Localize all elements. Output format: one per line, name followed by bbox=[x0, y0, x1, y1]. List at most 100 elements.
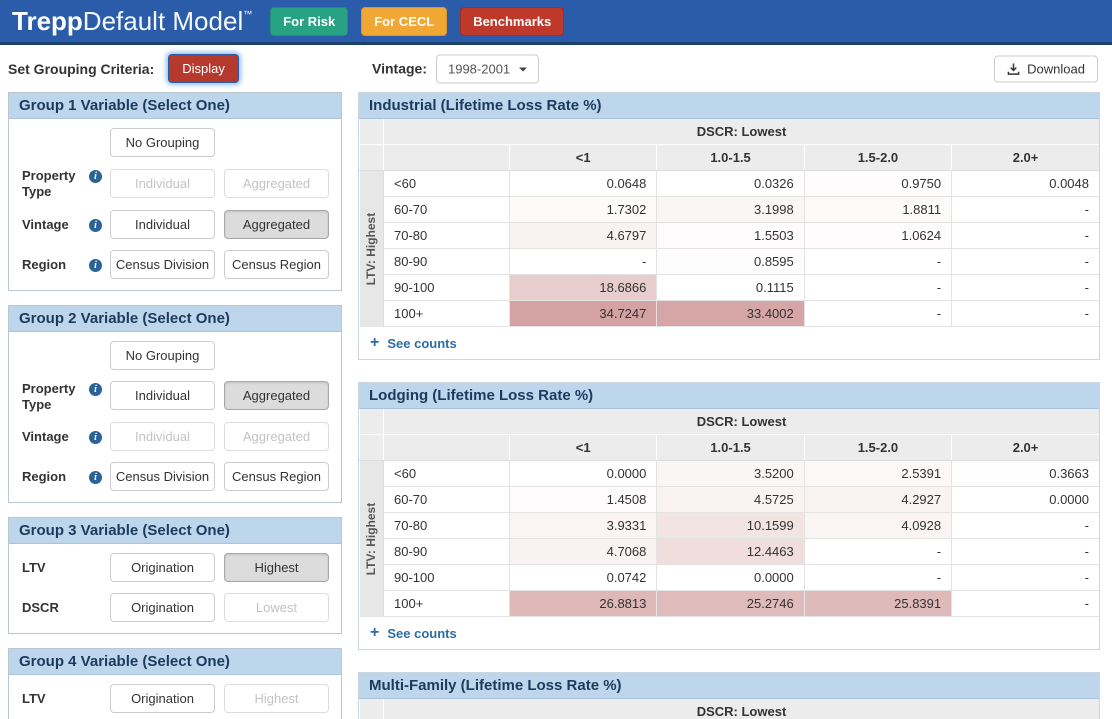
option-button-slot: No Grouping bbox=[110, 340, 215, 372]
aggregated-button: Aggregated bbox=[224, 422, 329, 451]
group-row-property-type: Property Type i Individual Aggregated bbox=[22, 168, 333, 201]
table-title: Lodging (Lifetime Loss Rate %) bbox=[359, 383, 1099, 409]
nav-button-for-cecl[interactable]: For CECL bbox=[361, 6, 448, 36]
group-row-dscr: DSCR Origination Lowest bbox=[22, 593, 333, 624]
ltv-bucket-label: <60 bbox=[383, 170, 510, 197]
origination-button[interactable]: Origination bbox=[110, 593, 215, 622]
group-panel-body: No Grouping Property Type i Individual Aggre… bbox=[9, 119, 341, 290]
row-label-header-cell bbox=[383, 144, 510, 171]
option-button-slot: Highest bbox=[224, 553, 329, 584]
dscr-column-header: <1 bbox=[508, 434, 657, 461]
group-row-label: Region i bbox=[22, 469, 110, 485]
see-counts-link[interactable]: + See counts bbox=[359, 327, 468, 359]
loss-rate-cell: - bbox=[951, 590, 1099, 617]
group-panel-title: Group 2 Variable (Select One) bbox=[9, 305, 341, 332]
loss-rate-cell: 1.0624 bbox=[804, 222, 953, 249]
table-row: 70-80 3.9331 10.1599 4.0928- bbox=[360, 512, 1099, 539]
loss-rate-cell: 34.7247 bbox=[509, 300, 658, 327]
group-row-ltv: LTV Origination Highest bbox=[22, 553, 333, 584]
download-button[interactable]: Download bbox=[994, 55, 1098, 82]
info-icon[interactable]: i bbox=[89, 170, 102, 183]
group-row-label-text: LTV bbox=[22, 691, 46, 707]
corner-cell bbox=[359, 119, 384, 145]
group-row-label-text: LTV bbox=[22, 560, 46, 576]
ltv-bucket-label: <60 bbox=[383, 460, 510, 487]
census-region-button[interactable]: Census Region bbox=[224, 462, 329, 491]
origination-button[interactable]: Origination bbox=[110, 684, 215, 713]
nav-button-for-risk[interactable]: For Risk bbox=[270, 6, 349, 36]
census-division-button[interactable]: Census Division bbox=[110, 462, 215, 491]
aggregated-button[interactable]: Aggregated bbox=[224, 381, 329, 411]
toolbar: Set Grouping Criteria: Display Vintage: … bbox=[0, 45, 1112, 92]
group-row-label: DSCR bbox=[22, 600, 110, 616]
group-row-vintage: Vintage i Individual Aggregated bbox=[22, 209, 333, 241]
no-grouping-button[interactable]: No Grouping bbox=[110, 340, 215, 370]
display-button[interactable]: Display bbox=[168, 54, 239, 83]
group-row: No Grouping bbox=[22, 128, 333, 159]
option-button-slot: Individual bbox=[110, 209, 215, 241]
info-icon[interactable]: i bbox=[89, 431, 102, 445]
corner-cell bbox=[359, 144, 384, 171]
group-row-label-text: Vintage bbox=[22, 216, 69, 232]
ltv-bucket-label: 90-100 bbox=[383, 274, 510, 301]
column-header-row: <1 1.0-1.5 1.5-2.0 2.0+ bbox=[359, 144, 1099, 171]
info-icon[interactable]: i bbox=[89, 471, 102, 485]
option-button-slot: Origination bbox=[110, 684, 215, 715]
loss-rate-cell: 0.9750 bbox=[804, 170, 953, 197]
dscr-column-header: 2.0+ bbox=[951, 144, 1099, 171]
trademark-symbol: ™ bbox=[243, 9, 253, 19]
plus-icon: + bbox=[370, 624, 380, 641]
group-row-label: Vintage i bbox=[22, 429, 110, 445]
loss-rate-cell: 0.0742 bbox=[509, 564, 658, 591]
see-counts-link[interactable]: + See counts bbox=[359, 617, 468, 649]
option-button-slot: No Grouping bbox=[110, 128, 215, 159]
dscr-band-label: DSCR: Lowest bbox=[383, 699, 1099, 719]
group-panel-title: Group 4 Variable (Select One) bbox=[9, 649, 341, 675]
option-button-slot: Origination bbox=[110, 593, 215, 624]
logo-light-text: Default Model bbox=[82, 6, 244, 36]
group-row-ltv: LTV Origination Highest bbox=[22, 684, 333, 715]
loss-rate-cell: 0.0648 bbox=[509, 170, 658, 197]
loss-rate-table: DSCR: Lowest <1 1.0-1.5 1.5-2.0 2.0+ LTV: Hig… bbox=[359, 119, 1099, 327]
group-panel-body: LTVOriginationHighestDSCROriginationLowe… bbox=[9, 675, 341, 719]
loss-rate-cell: - bbox=[951, 196, 1099, 223]
census-division-button[interactable]: Census Division bbox=[110, 249, 215, 279]
individual-button[interactable]: Individual bbox=[110, 381, 215, 411]
option-button-slot: Census Division bbox=[110, 249, 215, 281]
option-button-slot: Highest bbox=[224, 684, 329, 715]
info-icon[interactable]: i bbox=[89, 258, 102, 272]
ltv-axis-label: LTV: Highest bbox=[359, 170, 384, 327]
loss-rate-cell: 18.6866 bbox=[509, 274, 658, 301]
group-panel-1: Group 1 Variable (Select One) No Grouping… bbox=[8, 92, 342, 291]
table-row: 80-90-0.8595- - bbox=[360, 248, 1099, 275]
loss-rate-cell: 0.0326 bbox=[656, 170, 805, 197]
loss-rate-cell: 0.0000 bbox=[656, 564, 805, 591]
highest-button[interactable]: Highest bbox=[224, 553, 329, 582]
ltv-bucket-label: 70-80 bbox=[383, 512, 510, 539]
table-row: LTV: Highest <60 0.0000 3.5200 2.5391 0.3663 bbox=[359, 460, 1099, 617]
option-button-slot: Origination bbox=[110, 553, 215, 584]
nav-button-benchmarks[interactable]: Benchmarks bbox=[460, 6, 565, 36]
info-icon[interactable]: i bbox=[89, 382, 102, 396]
ltv-bucket-label: 100+ bbox=[383, 590, 510, 617]
loss-rate-cell: 4.0928 bbox=[804, 512, 953, 539]
aggregated-button[interactable]: Aggregated bbox=[224, 209, 329, 239]
option-button-slot: Individual bbox=[110, 381, 215, 412]
group-panel-4: Group 4 Variable (Select One) LTV Originat… bbox=[8, 648, 342, 719]
individual-button[interactable]: Individual bbox=[110, 209, 215, 239]
group-panel-title: Group 3 Variable (Select One) bbox=[9, 518, 341, 544]
census-region-button[interactable]: Census Region bbox=[224, 249, 329, 279]
loss-rate-cell: - bbox=[951, 222, 1099, 249]
vintage-select[interactable]: 1998-2001 bbox=[435, 54, 540, 83]
chevron-down-icon bbox=[519, 67, 528, 71]
no-grouping-button[interactable]: No Grouping bbox=[110, 128, 215, 157]
info-icon[interactable]: i bbox=[89, 218, 102, 232]
origination-button[interactable]: Origination bbox=[110, 553, 215, 582]
option-button-slot: Census Division bbox=[110, 462, 215, 493]
dscr-column-header: 2.0+ bbox=[951, 434, 1099, 461]
dscr-band-label: DSCR: Lowest bbox=[383, 119, 1099, 145]
ltv-bucket-label: 100+ bbox=[383, 300, 510, 327]
table-panel-multi-family: Multi-Family (Lifetime Loss Rate %) DSCR:… bbox=[358, 672, 1100, 719]
navbar: TreppDefault Model™ For Risk For CECL Be… bbox=[0, 0, 1112, 45]
